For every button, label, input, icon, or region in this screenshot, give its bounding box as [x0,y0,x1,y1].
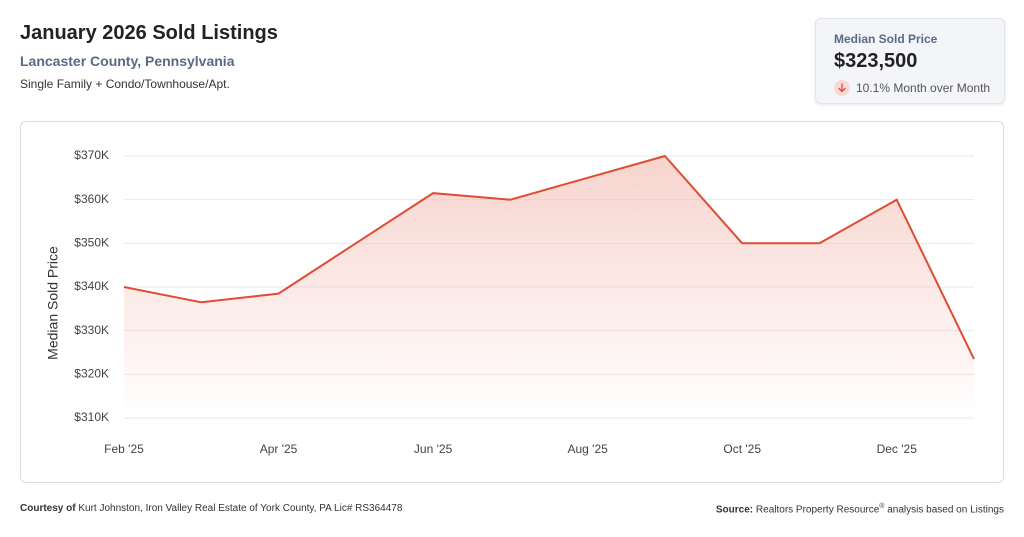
x-tick-label: Dec '25 [877,442,918,456]
y-tick-label: $320K [74,367,109,381]
x-tick-label: Feb '25 [104,442,144,456]
data-point[interactable] [813,237,825,249]
y-tick-label: $330K [74,323,109,337]
data-point[interactable] [273,288,285,300]
x-tick-label: Jun '25 [414,442,453,456]
data-point[interactable] [968,353,980,365]
data-point[interactable] [582,172,594,184]
data-point[interactable] [659,150,671,162]
data-point[interactable] [427,187,439,199]
data-point[interactable] [118,281,130,293]
source-suffix: analysis based on Listings [887,504,1004,516]
data-point[interactable] [891,194,903,206]
stat-change: 10.1% Month over Month [834,80,990,96]
courtesy-text: Kurt Johnston, Iron Valley Real Estate o… [78,503,403,514]
x-tick-label: Aug '25 [567,442,608,456]
x-tick-label: Oct '25 [723,442,761,456]
y-tick-label: $310K [74,410,109,424]
property-types: Single Family + Condo/Townhouse/Apt. [20,77,230,91]
source-footer: Source: Realtors Property Resource® anal… [716,503,1004,515]
price-series-line [123,155,975,360]
page-subtitle: Lancaster County, Pennsylvania [20,53,235,69]
y-tick-label: $340K [74,279,109,293]
y-axis-label: Median Sold Price [45,246,61,360]
chart-container: $310K $320K $330K $340K $350K $360K $370K Feb … [20,121,1004,483]
stat-label: Median Sold Price [834,32,938,46]
y-tick-label: $350K [74,236,109,250]
stat-change-text: 10.1% Month over Month [856,81,991,95]
x-tick-label: Apr '25 [260,442,298,456]
price-area-fill [124,156,974,418]
courtesy-footer: Courtesy of Kurt Johnston, Iron Valley R… [20,503,402,514]
source-label: Source: [715,504,754,516]
price-line-chart: $310K $320K $330K $340K $350K $360K $370K Feb … [45,148,980,456]
arrow-down-icon [834,80,850,96]
y-tick-label: $370K [74,148,109,162]
data-point[interactable] [504,194,516,206]
page-title: January 2026 Sold Listings [20,22,278,44]
courtesy-label: Courtesy of [20,503,76,514]
median-price-card: Median Sold Price $323,500 10.1% Month o… [815,18,1005,104]
data-point[interactable] [350,237,362,249]
data-point[interactable] [195,296,207,308]
registered-mark: ® [879,503,885,510]
y-tick-label: $360K [74,192,109,206]
data-point[interactable] [736,237,748,249]
source-text: Realtors Property Resource [755,504,880,516]
stat-value: $323,500 [834,50,918,72]
